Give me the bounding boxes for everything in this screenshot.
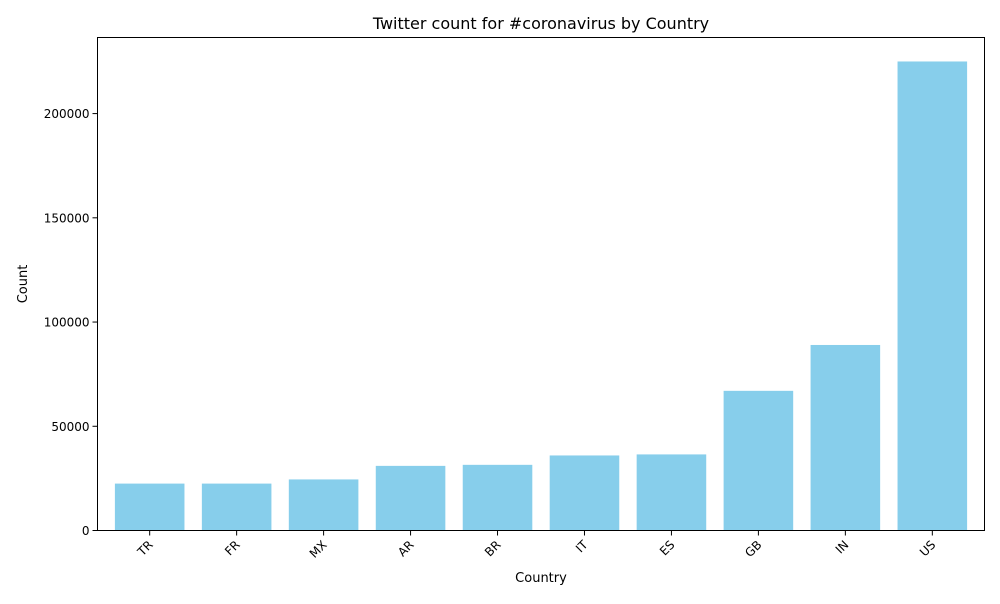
bar-mx bbox=[288, 479, 359, 531]
y-axis-label: Count bbox=[16, 265, 31, 304]
x-tick-label: US bbox=[917, 538, 939, 560]
x-axis-ticks: TR FR MX AR BR IT ES GB IN US bbox=[134, 530, 939, 561]
x-tick-label: GB bbox=[742, 538, 764, 560]
x-tick-label: TR bbox=[134, 538, 156, 560]
y-tick-label: 200000 bbox=[44, 107, 90, 121]
bar-ar bbox=[375, 465, 446, 531]
y-axis-ticks: 0 50000 100000 150000 200000 bbox=[44, 107, 98, 538]
x-tick-label: IT bbox=[573, 537, 591, 555]
bar-in bbox=[810, 344, 881, 531]
x-tick-label: MX bbox=[307, 538, 330, 561]
bar-es bbox=[636, 454, 707, 531]
bar-gb bbox=[723, 390, 794, 531]
x-tick-label: IN bbox=[833, 538, 852, 557]
bar-it bbox=[549, 455, 620, 531]
x-axis-label: Country bbox=[515, 571, 567, 586]
x-tick-label: FR bbox=[222, 538, 243, 559]
chart-title: Twitter count for #coronavirus by Countr… bbox=[372, 14, 709, 33]
bars-group bbox=[114, 61, 968, 531]
bar-us bbox=[897, 61, 968, 531]
bar-tr bbox=[114, 483, 185, 531]
y-tick-label: 0 bbox=[82, 524, 90, 538]
plot-frame bbox=[97, 37, 985, 531]
bar-fr bbox=[201, 483, 272, 531]
y-tick-label: 100000 bbox=[44, 316, 90, 330]
x-tick-label: AR bbox=[395, 538, 417, 560]
x-tick-label: ES bbox=[657, 538, 678, 559]
bar-br bbox=[462, 464, 533, 531]
y-tick-label: 150000 bbox=[44, 211, 90, 225]
y-tick-label: 50000 bbox=[51, 420, 89, 434]
x-tick-label: BR bbox=[482, 538, 504, 560]
